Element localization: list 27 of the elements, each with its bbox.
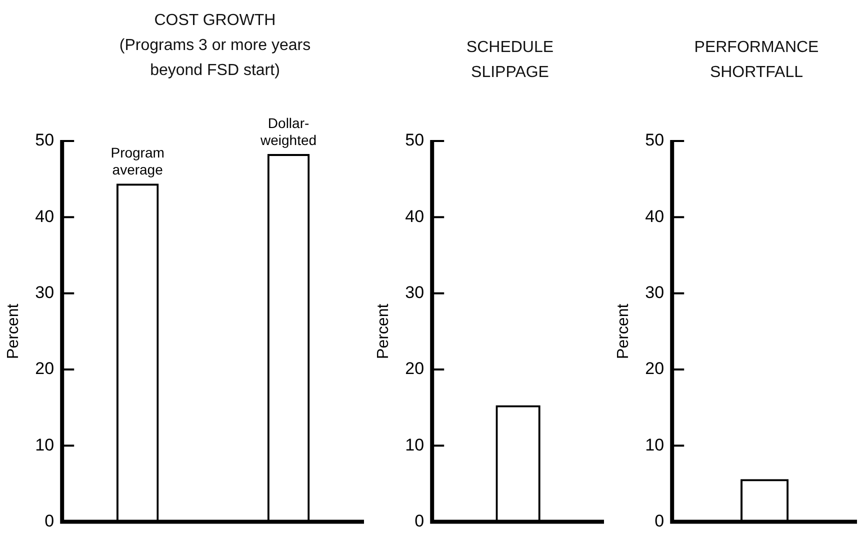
chart-title: COST GROWTH xyxy=(154,11,276,31)
y-tick-label: 10 xyxy=(35,435,54,454)
x-tick-label: Program average xyxy=(110,144,164,178)
y-tick-label: 0 xyxy=(414,511,424,530)
chart-subtitle: (Programs 3 or more years beyond FSD start) xyxy=(118,36,312,81)
y-tick-label: 30 xyxy=(645,283,664,302)
y-tick-label: 0 xyxy=(654,511,664,530)
y-tick-label: 50 xyxy=(35,130,54,150)
y-tick-label: 50 xyxy=(405,130,424,150)
y-tick-label: 50 xyxy=(645,130,664,150)
x-tick-label: Dollar-weighted xyxy=(260,114,317,148)
y-tick-label: 40 xyxy=(35,206,54,226)
y-tick-label: 40 xyxy=(405,206,424,226)
y-tick-label: 0 xyxy=(44,511,54,530)
chart-title: PERFORMANCE SHORTFALL xyxy=(693,38,820,83)
y-tick-label: 20 xyxy=(405,359,424,378)
y-tick-label: 20 xyxy=(645,359,664,378)
y-tick-label: 30 xyxy=(35,283,54,302)
y-axis-title: Percent xyxy=(375,303,392,359)
y-tick-label: 30 xyxy=(405,283,424,302)
y-axis-title: Percent xyxy=(5,303,22,359)
y-tick-label: 10 xyxy=(405,435,424,454)
y-tick-label: 20 xyxy=(35,359,54,378)
y-axis-title: Percent xyxy=(615,303,632,359)
y-tick-label: 40 xyxy=(645,206,664,226)
y-tick-label: 10 xyxy=(645,435,664,454)
chart-title: SCHEDULE SLIPPAGE xyxy=(465,38,555,83)
